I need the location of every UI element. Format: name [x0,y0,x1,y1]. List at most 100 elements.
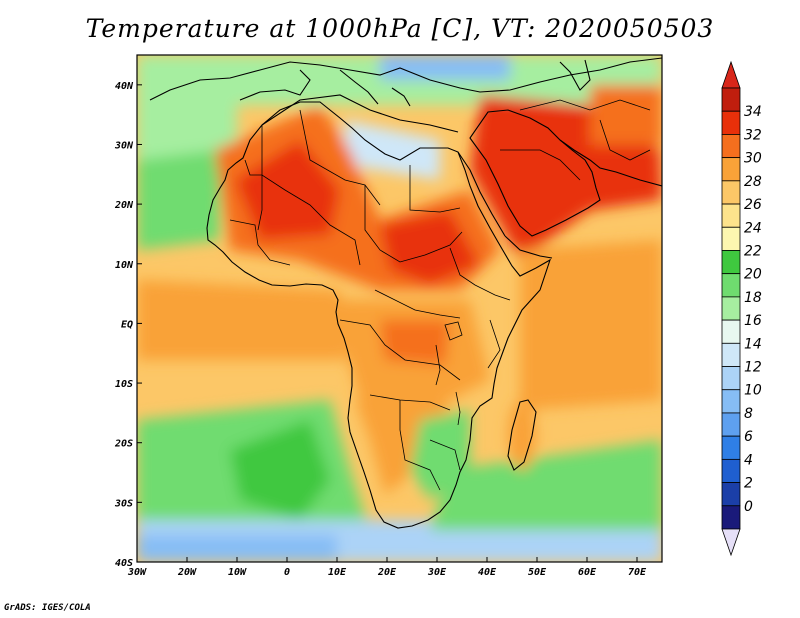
colorbar-level-label: 24 [744,220,762,236]
colorbar-swatch [721,273,741,298]
lon-tick-label: 10E [328,567,347,578]
indian-ocean-warm [520,240,662,410]
lon-tick-label: 70E [628,567,647,578]
colorbar-level-label: 26 [744,197,762,213]
border-line [257,125,263,231]
colorbar-level-label: 4 [744,452,753,468]
madagascar-coastline [507,399,537,471]
colorbar-level-label: 28 [744,174,762,190]
sudan-hottest [380,210,480,285]
colorbar-level-label: 14 [744,336,762,352]
colorbar-swatch [721,505,741,530]
lake-tanganyika [435,344,441,386]
colorbar-level-label: 6 [744,429,753,445]
colorbar-level-label: 32 [744,127,762,143]
lat-tick-label: 30S [114,498,133,509]
colorbar-swatch [721,482,741,507]
lake-malawi [455,391,461,426]
border-line [409,165,461,213]
lat-tick-label: 40N [115,81,134,92]
border-line [449,247,511,301]
colorbar-level-label: 12 [744,360,762,376]
colorbar-under-triangle [721,528,741,557]
temperature-field [137,55,662,562]
lon-tick-label: 50E [528,567,547,578]
colorbar-level-label: 18 [744,290,762,306]
europe-cold-patches [380,55,510,80]
longitude-axis: 30W 20W 10W 0 10E 20E 30E 40E 50E 60E 70E [127,557,647,578]
border-line [339,319,461,381]
congo-hot [380,320,450,365]
lat-tick-label: 10N [115,260,134,271]
border-line [487,319,501,369]
border-line [364,185,463,263]
caspian-coast [559,59,591,91]
colorbar-swatch [721,435,741,460]
colorbar-swatch [721,458,741,483]
colorbar-swatch [721,110,741,135]
colorbar-swatch [721,250,741,275]
latitude-axis: 40N 30N 20N 10N EQ 10S 20S 30S 40S [114,81,142,569]
border-line [244,159,361,266]
africa-coastline [206,101,551,529]
colorbar-swatch [721,203,741,228]
map-title: Temperature at 1000hPa [C], VT: 20200505… [85,14,715,43]
south-atlantic-cold [230,420,330,520]
country-borders [229,99,651,491]
colorbar-over-triangle [721,60,741,89]
colorbar-swatch [721,389,741,414]
colorbar-level-label: 8 [744,406,753,422]
border-line [369,394,451,411]
colorbar-swatch [721,342,741,367]
plot-frame [136,54,663,563]
colorbar-level-label: 34 [744,104,762,120]
lat-tick-label: 30N [114,140,134,151]
colorbar-swatch [721,87,741,112]
lon-tick-label: 10W [228,567,247,578]
border-line [500,149,581,181]
middle-east-warm [590,85,662,145]
canary-current-cool [137,150,220,250]
border-line [229,219,291,266]
lat-tick-label: 10S [115,379,133,390]
colorbar-swatch [721,226,741,251]
colorbar-swatch [721,134,741,159]
colorbar-swatch [721,319,741,344]
europe-south-coast [149,57,662,101]
border-line [299,109,381,206]
colorbar-level-label: 16 [744,313,762,329]
greece-coast [391,87,411,107]
north-atlantic-cool [137,55,237,165]
lake-victoria [444,321,463,341]
grads-credit: GrADS: IGES/COLA [4,603,91,613]
colorbar-swatch [721,412,741,437]
lon-tick-label: 0 [284,567,290,578]
red-sea-coast [457,151,506,237]
border-line [429,439,461,471]
colorbar-swatch [721,180,741,205]
border-line [374,289,461,319]
horn-of-africa [504,235,553,259]
italy-coast [339,69,379,105]
colorbar-swatch [721,366,741,391]
iberia-coast [239,69,311,101]
border-line [519,99,651,111]
lat-tick-label: 20S [114,439,133,450]
lat-tick-label: EQ [121,319,133,330]
north-africa-coast-cool [345,120,440,180]
south-indian-cool [430,440,662,530]
arabia-coastline [469,109,601,237]
lon-tick-label: 30E [427,567,447,578]
border-line [599,119,651,161]
lon-tick-label: 20E [377,567,397,578]
colorbar-level-label: 20 [744,267,762,283]
colorbar-level-label: 22 [744,243,762,259]
gulf-of-guinea-warm [137,280,345,360]
colorbar-swatch [721,157,741,182]
lat-tick-label: 20N [114,200,134,211]
colorbar-swatch [721,296,741,321]
colorbar-level-label: 30 [744,151,762,167]
lat-tick-label: 40S [115,558,133,569]
